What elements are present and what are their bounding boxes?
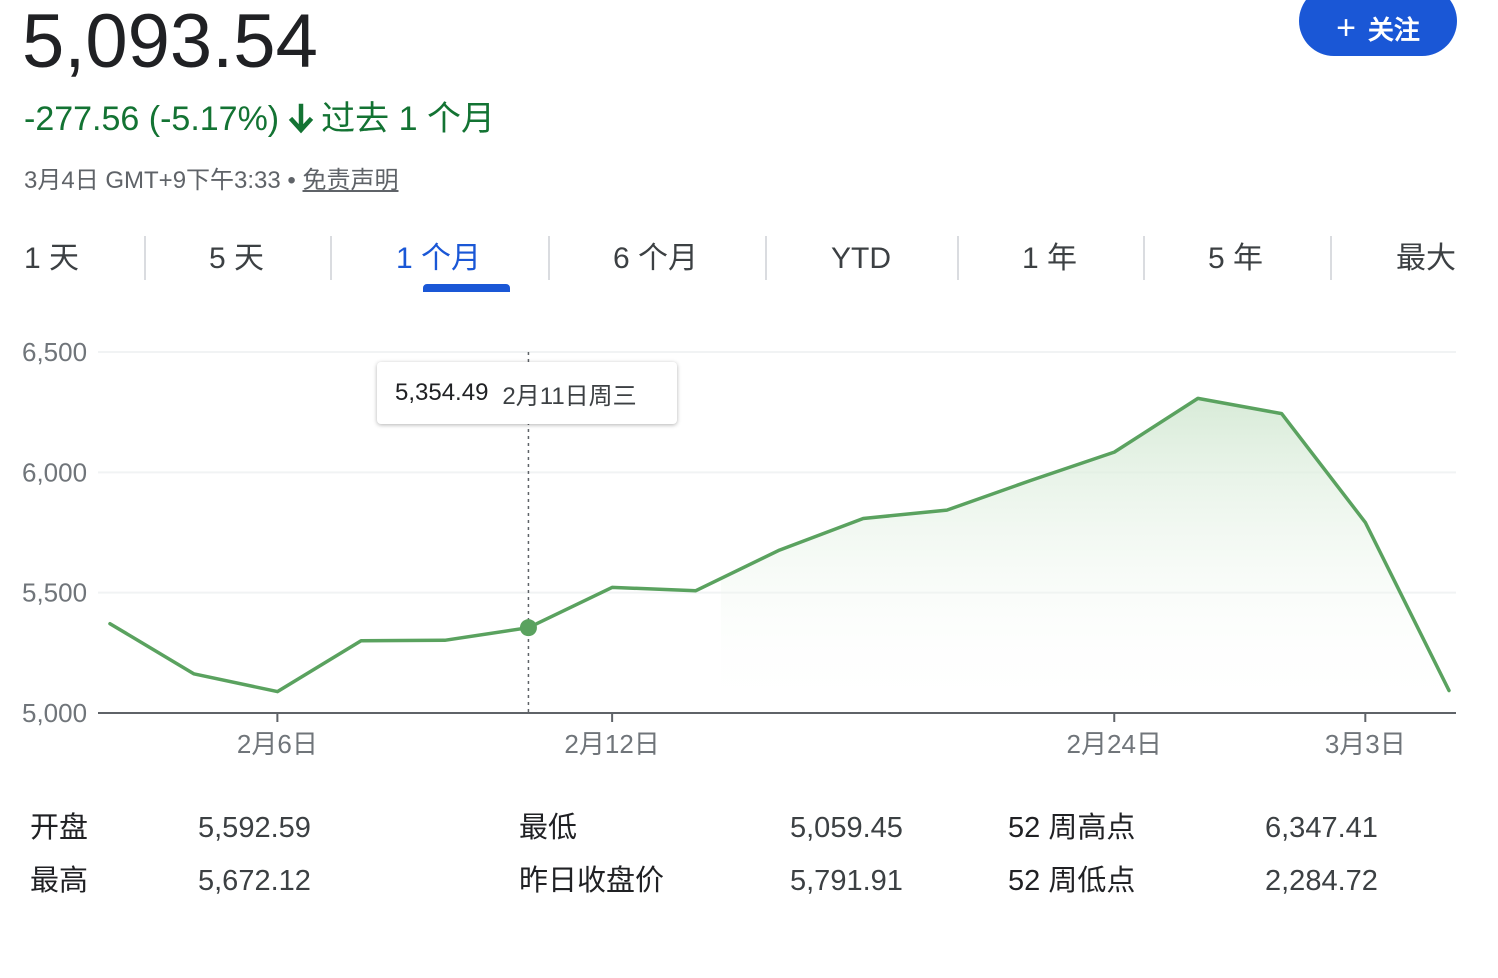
change-period: 过去 1 个月 [321,100,495,138]
tooltip-date: 2月11日周三 [502,382,637,410]
y-tick-label: 6,500 [22,337,87,367]
stat-label: 昨日收盘价 [519,865,665,897]
tab-divider [144,236,146,280]
x-tick-label: 2月12日 [564,729,659,759]
tab-ytd[interactable]: YTD [831,242,891,275]
timestamp-row: 3月4日 GMT+9下午3:33 • 免责声明 [24,166,399,196]
stat-label: 最高 [30,865,89,897]
stat-label: 开盘 [30,812,89,844]
chart-tooltip: 5,354.49 2月11日周三 [377,362,677,424]
stat-value: 5,791.91 [790,865,903,897]
current-price: 5,093.54 [22,0,318,84]
price-change: -277.56 (-5.17%) [24,100,280,138]
y-tick-label: 6,000 [22,457,87,487]
x-tick-label: 2月6日 [237,729,318,759]
tab-divider [548,236,550,280]
tab-divider [957,236,959,280]
area-fill [720,398,1449,713]
tab-divider [330,236,332,280]
stat-value: 2,284.72 [1265,865,1378,897]
tab-divider [765,236,767,280]
price-line [108,396,1451,694]
tab-5y[interactable]: 5 年 [1208,242,1264,275]
tab-1y[interactable]: 1 年 [1022,242,1078,275]
tab-6m[interactable]: 6 个月 [613,242,699,275]
x-tick-label: 2月24日 [1067,729,1162,759]
tooltip-value: 5,354.49 [395,379,489,406]
stat-label: 最低 [519,812,578,844]
tab-divider [1143,236,1145,280]
timestamp: 3月4日 GMT+9下午3:33 • [24,167,303,194]
follow-button[interactable]: + 关注 [1299,0,1457,56]
price-change-row: -277.56 (-5.17%) 过去 1 个月 [24,98,495,140]
stat-value: 5,592.59 [198,812,311,844]
highlight-point [519,619,537,637]
tab-divider [1330,236,1332,280]
price-chart[interactable]: 6,500 6,000 5,500 5,000 2月6日 2月12日 2月24日 3月3日 [0,320,1498,770]
stat-label: 52 周高点 [1008,812,1136,844]
tab-1d[interactable]: 1 天 [24,242,80,275]
stat-value: 5,672.12 [198,865,311,897]
stat-value: 5,059.45 [790,812,903,844]
stat-label: 52 周低点 [1008,865,1136,897]
tab-5d[interactable]: 5 天 [209,242,265,275]
stat-value: 6,347.41 [1265,812,1378,844]
arrow-down-icon [287,102,315,136]
y-tick-label: 5,500 [22,578,87,608]
tab-max[interactable]: 最大 [1396,242,1456,275]
range-tabs: 1 天 5 天 1 个月 6 个月 YTD 1 年 5 年 最大 [0,230,1498,294]
tab-1m[interactable]: 1 个月 [396,242,482,275]
plus-icon: + [1336,9,1356,47]
disclaimer-link[interactable]: 免责声明 [302,167,399,194]
x-tick-label: 3月3日 [1325,729,1406,759]
y-tick-label: 5,000 [22,698,87,728]
follow-button-label: 关注 [1367,14,1420,45]
active-tab-indicator [423,284,510,292]
